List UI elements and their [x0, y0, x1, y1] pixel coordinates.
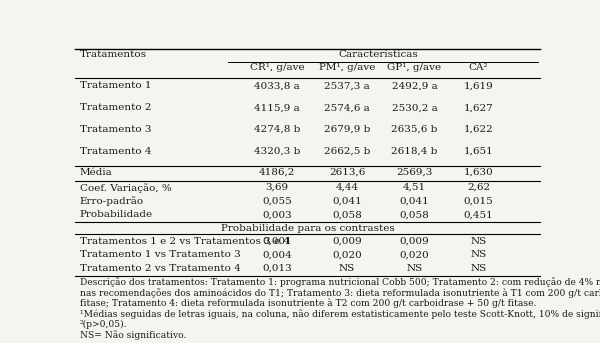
- Text: NS= Não significativo.: NS= Não significativo.: [80, 330, 186, 340]
- Text: 2618,4 b: 2618,4 b: [391, 147, 437, 156]
- Text: CR¹, g/ave: CR¹, g/ave: [250, 63, 305, 72]
- Text: Tratamentos 1 e 2 vs Tratamentos 3 e 4: Tratamentos 1 e 2 vs Tratamentos 3 e 4: [80, 237, 290, 246]
- Text: 4274,8 b: 4274,8 b: [254, 125, 301, 134]
- Text: 0,058: 0,058: [332, 210, 362, 219]
- Text: Coef. Variação, %: Coef. Variação, %: [80, 183, 172, 192]
- Text: Características: Características: [338, 50, 418, 59]
- Text: Tratamento 4: Tratamento 4: [80, 147, 151, 156]
- Text: 2530,2 a: 2530,2 a: [392, 103, 437, 112]
- Text: GP¹, g/ave: GP¹, g/ave: [388, 63, 442, 72]
- Text: 2662,5 b: 2662,5 b: [324, 147, 370, 156]
- Text: Tratamento 1 vs Tratamento 3: Tratamento 1 vs Tratamento 3: [80, 250, 241, 259]
- Text: NS: NS: [470, 250, 487, 259]
- Text: ¹Médias seguidas de letras iguais, na coluna, não diferem estatisticamente pelo : ¹Médias seguidas de letras iguais, na co…: [80, 309, 600, 319]
- Text: Tratamento 1: Tratamento 1: [80, 81, 151, 90]
- Text: 2613,6: 2613,6: [329, 168, 365, 177]
- Text: 2,62: 2,62: [467, 183, 490, 192]
- Text: 4186,2: 4186,2: [259, 168, 295, 177]
- Text: fitase; Tratamento 4: dieta reformulada isonutriente à T2 com 200 g/t carboidras: fitase; Tratamento 4: dieta reformulada …: [80, 298, 536, 308]
- Text: 4115,9 a: 4115,9 a: [254, 103, 300, 112]
- Text: 0,009: 0,009: [332, 237, 362, 246]
- Text: 1,619: 1,619: [464, 81, 493, 90]
- Text: 2574,6 a: 2574,6 a: [324, 103, 370, 112]
- Text: Probabilidade para os contrastes: Probabilidade para os contrastes: [221, 224, 394, 233]
- Text: 0,451: 0,451: [464, 210, 493, 219]
- Text: Probabilidade: Probabilidade: [80, 210, 153, 219]
- Text: 0,041: 0,041: [332, 197, 362, 205]
- Text: 0,004: 0,004: [262, 250, 292, 259]
- Text: NS: NS: [470, 264, 487, 273]
- Text: 2569,3: 2569,3: [396, 168, 433, 177]
- Text: NS: NS: [406, 264, 422, 273]
- Text: 2492,9 a: 2492,9 a: [392, 81, 437, 90]
- Text: 0,020: 0,020: [400, 250, 430, 259]
- Text: 0,058: 0,058: [400, 210, 430, 219]
- Text: 1,630: 1,630: [464, 168, 493, 177]
- Text: nas recomendações dos aminoácidos do T1; Tratamento 3: dieta reformulada isonutr: nas recomendações dos aminoácidos do T1;…: [80, 288, 600, 298]
- Text: Média: Média: [80, 168, 112, 177]
- Text: 0,015: 0,015: [464, 197, 493, 205]
- Text: ²(p>0,05).: ²(p>0,05).: [80, 320, 127, 329]
- Text: NS: NS: [339, 264, 355, 273]
- Text: Tratamento 2: Tratamento 2: [80, 103, 151, 112]
- Text: 3,69: 3,69: [266, 183, 289, 192]
- Text: 0,020: 0,020: [332, 250, 362, 259]
- Text: 2635,6 b: 2635,6 b: [391, 125, 437, 134]
- Text: 1,627: 1,627: [464, 103, 493, 112]
- Text: 0,009: 0,009: [400, 237, 430, 246]
- Text: Tratamento 2 vs Tratamento 4: Tratamento 2 vs Tratamento 4: [80, 264, 241, 273]
- Text: 1,622: 1,622: [464, 125, 493, 134]
- Text: 0,041: 0,041: [400, 197, 430, 205]
- Text: Erro-padrão: Erro-padrão: [80, 197, 144, 206]
- Text: Tratamentos: Tratamentos: [80, 50, 146, 59]
- Text: 4033,8 a: 4033,8 a: [254, 81, 300, 90]
- Text: 0,001: 0,001: [262, 237, 292, 246]
- Text: Tratamento 3: Tratamento 3: [80, 125, 151, 134]
- Text: 1,651: 1,651: [464, 147, 493, 156]
- Text: CA²: CA²: [469, 63, 488, 72]
- Text: 0,055: 0,055: [262, 197, 292, 205]
- Text: Descrição dos tratamentos: Tratamento 1: programa nutricional Cobb 500; Tratamen: Descrição dos tratamentos: Tratamento 1:…: [80, 277, 600, 287]
- Text: 0,013: 0,013: [262, 264, 292, 273]
- Text: 4320,3 b: 4320,3 b: [254, 147, 301, 156]
- Text: 2537,3 a: 2537,3 a: [324, 81, 370, 90]
- Text: NS: NS: [470, 237, 487, 246]
- Text: PM¹, g/ave: PM¹, g/ave: [319, 63, 375, 72]
- Text: 0,003: 0,003: [262, 210, 292, 219]
- Text: 2679,9 b: 2679,9 b: [324, 125, 370, 134]
- Text: 4,51: 4,51: [403, 183, 426, 192]
- Text: 4,44: 4,44: [335, 183, 359, 192]
